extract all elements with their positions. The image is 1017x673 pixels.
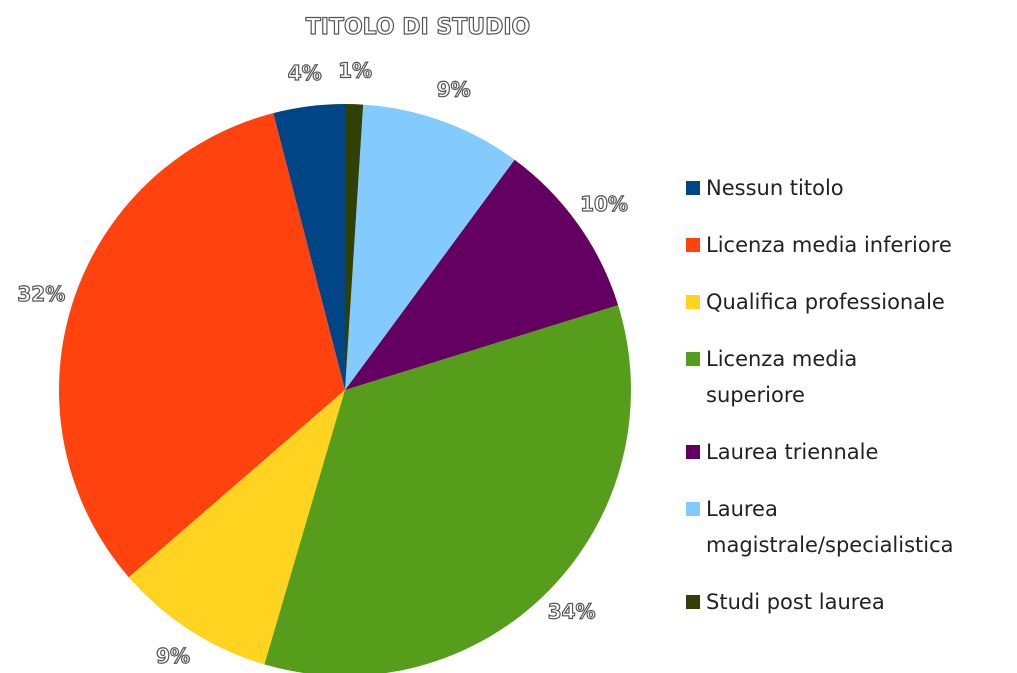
data-label: 9% (156, 644, 190, 668)
pie-slice (58, 113, 346, 578)
legend-item: Licenza media superiore (686, 341, 916, 413)
legend-label: Licenza media inferiore (706, 233, 952, 257)
data-label: 4% (288, 61, 322, 85)
legend-swatch (686, 181, 700, 195)
pie-slice (264, 305, 631, 673)
chart-title: TITOLO DI STUDIO (306, 15, 530, 40)
data-label: 9% (437, 78, 471, 102)
legend-label: Nessun titolo (706, 176, 844, 200)
legend-label: Licenza media superiore (706, 347, 858, 407)
legend-item: Licenza media inferiore (686, 227, 1016, 263)
legend-item: Laurea triennale (686, 434, 1016, 470)
pie-slice (273, 104, 345, 390)
legend-swatch (686, 352, 700, 366)
legend-item: Laurea magistrale/specialistica (686, 491, 1006, 563)
data-label: 32% (17, 282, 65, 306)
pie-slice (128, 390, 345, 665)
legend-item: Studi post laurea (686, 584, 1016, 620)
legend-swatch (686, 595, 700, 609)
legend-label: Qualifica professionale (706, 290, 945, 314)
legend: Nessun titolo Licenza media inferiore Qual… (686, 170, 1016, 641)
pie-slice (345, 104, 364, 390)
legend-item: Qualifica professionale (686, 284, 1016, 320)
legend-swatch (686, 502, 700, 516)
legend-swatch (686, 295, 700, 309)
pie-slice (345, 159, 619, 390)
legend-label: Studi post laurea (706, 590, 885, 614)
legend-label: Laurea triennale (706, 440, 879, 464)
pie-slice (345, 104, 515, 391)
legend-label: Laurea magistrale/specialistica (706, 497, 954, 557)
legend-swatch (686, 445, 700, 459)
data-label: 10% (580, 192, 628, 216)
data-label: 1% (338, 59, 372, 83)
data-label: 34% (548, 600, 596, 624)
legend-swatch (686, 238, 700, 252)
legend-item: Nessun titolo (686, 170, 1016, 206)
